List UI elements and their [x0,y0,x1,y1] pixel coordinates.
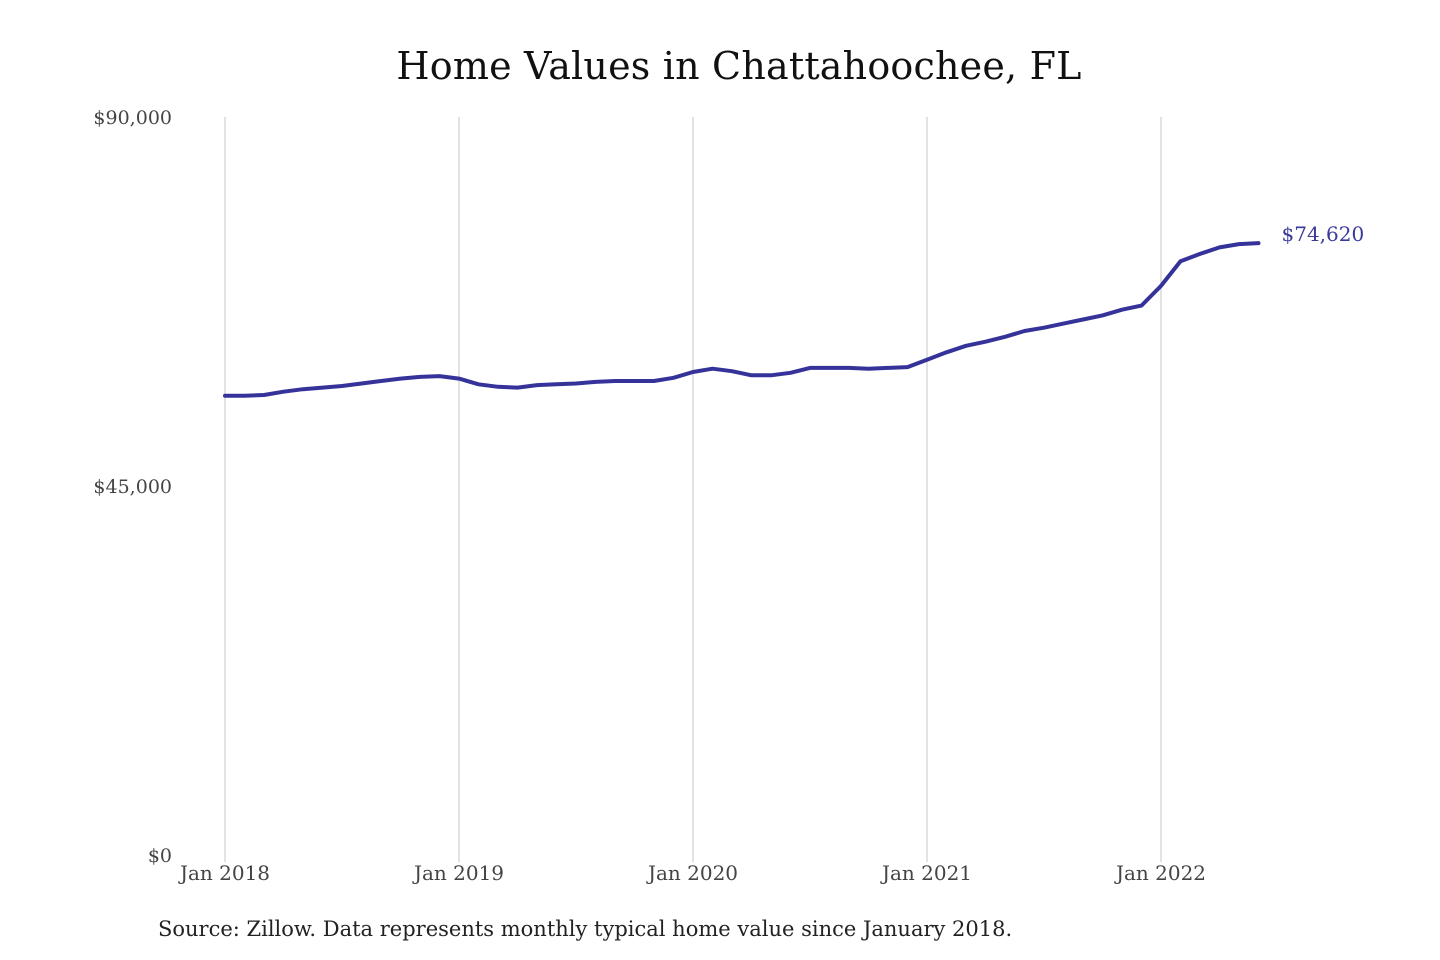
x-axis: Jan 2018 Jan 2019 Jan 2020 Jan 2021 Jan 2022 [178,861,1206,885]
x-tick-label: Jan 2018 [178,861,270,885]
y-tick-label: $0 [148,845,172,867]
series-layer [223,241,1261,398]
end-value-label: $74,620 [1282,222,1365,246]
source-note: Source: Zillow. Data represents monthly … [158,917,1013,941]
x-tick-label: Jan 2020 [646,861,738,885]
gridlines [224,117,1162,862]
y-tick-label: $45,000 [93,476,172,498]
x-tick-label: Jan 2019 [412,861,504,885]
y-tick-label: $90,000 [93,107,172,129]
y-axis: $90,000 $45,000 $0 [93,107,172,867]
end-label-layer: $74,620 [1282,222,1365,246]
chart-title: Home Values in Chattahoochee, FL [396,44,1082,88]
series-line-0 [223,241,1261,398]
x-tick-label: Jan 2021 [880,861,972,885]
x-tick-label: Jan 2022 [1114,861,1206,885]
